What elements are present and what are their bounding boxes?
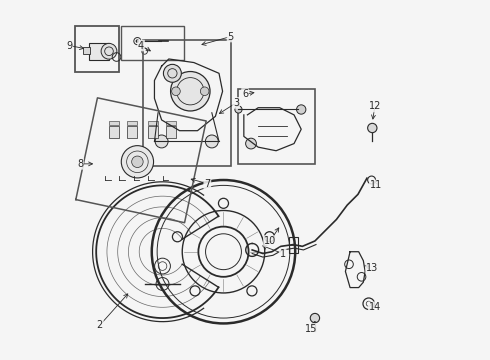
Bar — [74, 26, 120, 72]
Circle shape — [205, 135, 218, 148]
Bar — [122, 26, 184, 60]
Text: 5: 5 — [227, 32, 234, 41]
Text: 4: 4 — [138, 41, 144, 50]
Text: 11: 11 — [370, 180, 382, 190]
Bar — [109, 121, 119, 125]
Bar — [126, 126, 137, 139]
Text: 3: 3 — [233, 98, 239, 108]
Circle shape — [164, 64, 181, 82]
Bar — [89, 42, 109, 60]
Circle shape — [368, 123, 377, 133]
Circle shape — [310, 314, 319, 323]
Bar — [166, 126, 176, 139]
Text: 15: 15 — [305, 324, 318, 334]
Text: 2: 2 — [97, 320, 103, 330]
Circle shape — [172, 87, 180, 95]
Text: 1: 1 — [280, 248, 286, 258]
Text: 10: 10 — [264, 236, 276, 246]
Circle shape — [155, 135, 168, 148]
Circle shape — [245, 138, 256, 149]
Text: 9: 9 — [66, 41, 73, 50]
Bar — [126, 121, 137, 125]
Bar — [109, 126, 119, 139]
Text: 13: 13 — [366, 263, 378, 273]
Circle shape — [235, 106, 242, 113]
Bar — [148, 126, 158, 139]
Text: 14: 14 — [368, 302, 381, 312]
Circle shape — [296, 105, 306, 114]
Circle shape — [122, 146, 153, 178]
Circle shape — [101, 43, 117, 59]
Bar — [289, 237, 298, 253]
Circle shape — [200, 87, 209, 95]
Text: 7: 7 — [204, 179, 211, 189]
Circle shape — [171, 72, 210, 111]
Text: 12: 12 — [368, 102, 381, 112]
Bar — [238, 89, 315, 164]
Circle shape — [136, 39, 139, 43]
Bar — [143, 40, 231, 166]
Bar — [148, 121, 158, 125]
Text: 6: 6 — [242, 89, 248, 99]
Bar — [166, 121, 176, 125]
Bar — [83, 46, 90, 54]
Text: 8: 8 — [77, 159, 83, 169]
Circle shape — [132, 156, 143, 167]
